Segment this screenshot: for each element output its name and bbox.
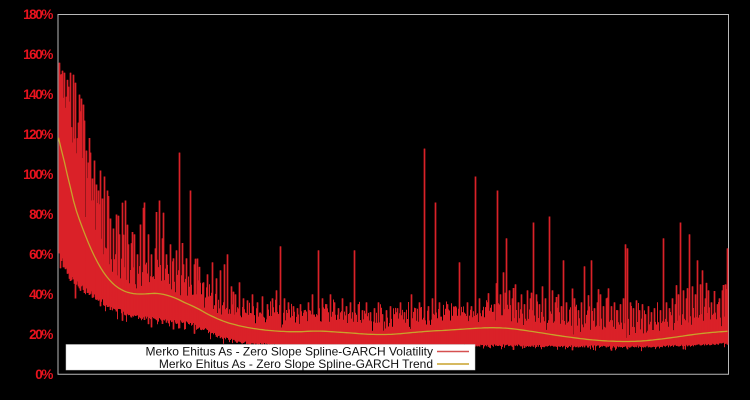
svg-text:40%: 40%: [29, 287, 53, 302]
svg-text:160%: 160%: [23, 47, 53, 62]
svg-text:100%: 100%: [23, 167, 53, 182]
svg-text:Merko Ehitus As - Zero Slope S: Merko Ehitus As - Zero Slope Spline-GARC…: [146, 345, 433, 359]
svg-text:Merko Ehitus As - Zero Slope S: Merko Ehitus As - Zero Slope Spline-GARC…: [159, 357, 433, 371]
svg-text:180%: 180%: [23, 7, 53, 22]
svg-text:140%: 140%: [23, 87, 53, 102]
svg-text:60%: 60%: [29, 247, 53, 262]
svg-text:20%: 20%: [29, 327, 53, 342]
svg-text:80%: 80%: [29, 207, 53, 222]
svg-text:0%: 0%: [35, 367, 53, 382]
svg-text:120%: 120%: [23, 127, 53, 142]
